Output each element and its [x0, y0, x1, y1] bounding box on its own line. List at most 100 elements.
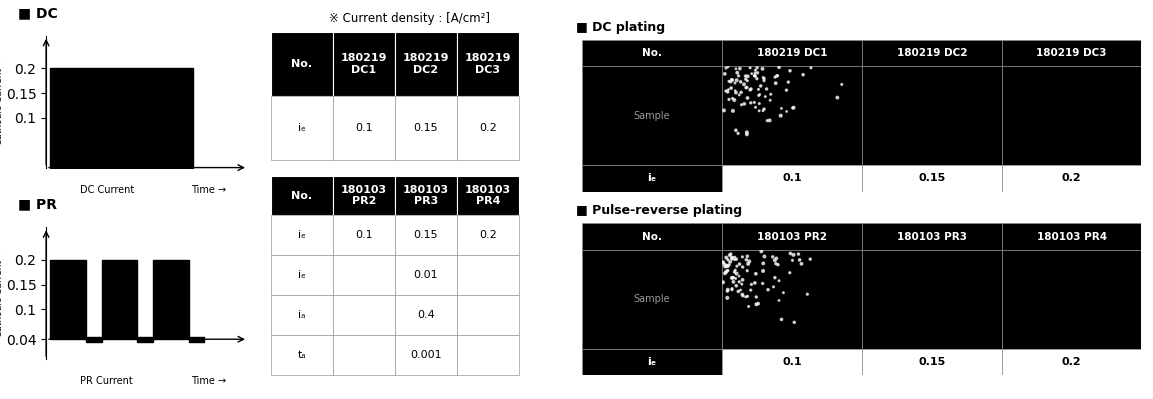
Bar [582, 40, 722, 66]
Point [730, 279, 748, 285]
Point [723, 254, 741, 260]
Point [784, 105, 802, 111]
Point [766, 275, 784, 281]
Bar [862, 349, 1002, 375]
Text: iₑ: iₑ [648, 357, 657, 367]
Point [741, 100, 760, 106]
Text: 0.2: 0.2 [478, 122, 497, 133]
Text: ■ DC: ■ DC [18, 6, 58, 20]
Bar [1002, 349, 1141, 375]
Point [717, 65, 736, 71]
Bar [722, 66, 861, 165]
Bar [457, 32, 519, 96]
Text: No.: No. [642, 232, 662, 242]
Point [748, 69, 767, 76]
Point [730, 273, 748, 279]
Bar [722, 349, 861, 375]
Text: No.: No. [292, 59, 312, 69]
Point [729, 130, 747, 136]
Point [741, 87, 760, 93]
Text: 0.01: 0.01 [414, 270, 438, 280]
Text: 180219 DC2: 180219 DC2 [897, 48, 967, 58]
Text: 180219
DC1: 180219 DC1 [340, 53, 387, 75]
Text: Sample: Sample [634, 111, 671, 121]
Bar [333, 335, 394, 375]
Point [723, 255, 741, 261]
Point [723, 286, 741, 293]
Bar [1002, 40, 1141, 66]
Point [785, 319, 804, 326]
Point [766, 257, 784, 263]
Point [725, 269, 744, 275]
Point [747, 271, 766, 277]
Point [791, 257, 809, 263]
Point [770, 278, 789, 284]
Text: ※ Current density : [A/cm²]: ※ Current density : [A/cm²] [329, 12, 490, 25]
Text: Time →: Time → [191, 376, 226, 386]
Point [784, 252, 802, 258]
Point [753, 280, 771, 286]
Point [721, 252, 739, 259]
Text: tₐ: tₐ [297, 350, 307, 360]
Text: 0.4: 0.4 [417, 310, 435, 320]
Point [719, 86, 738, 93]
Point [722, 76, 740, 83]
Point [729, 288, 747, 294]
Text: 180103 PR4: 180103 PR4 [1037, 232, 1107, 242]
Text: 0.001: 0.001 [410, 350, 442, 360]
Point [745, 73, 763, 79]
Point [725, 257, 744, 263]
Point [749, 300, 768, 307]
Point [723, 77, 741, 83]
Point [779, 79, 798, 85]
Point [769, 261, 787, 268]
Point [716, 270, 734, 277]
Point [731, 65, 749, 72]
Point [726, 89, 745, 96]
Bar [333, 32, 394, 96]
Point [746, 280, 764, 286]
Point [723, 285, 741, 292]
Point [738, 267, 756, 274]
Point [758, 117, 776, 124]
Bar [333, 96, 394, 160]
Point [756, 93, 775, 100]
Point [734, 81, 753, 87]
Point [728, 263, 746, 269]
Point [716, 71, 734, 77]
Point [715, 261, 733, 267]
Point [747, 294, 766, 300]
Point [725, 97, 744, 103]
Point [755, 75, 774, 82]
Bar [394, 96, 457, 160]
Point [764, 284, 783, 290]
Point [728, 256, 746, 262]
Point [746, 73, 764, 79]
Point [723, 256, 741, 262]
Point [741, 86, 760, 92]
Bar [1002, 223, 1141, 250]
Point [716, 264, 734, 270]
Bar [582, 66, 722, 165]
Point [755, 106, 774, 112]
Point [738, 95, 756, 101]
Bar [862, 66, 1002, 165]
Point [746, 67, 764, 73]
Bar [722, 165, 861, 192]
Text: ■ DC plating: ■ DC plating [576, 21, 665, 34]
Point [737, 294, 755, 300]
Text: 0.1: 0.1 [355, 230, 372, 241]
Text: 0.1: 0.1 [782, 173, 801, 183]
Text: iₑ: iₑ [648, 173, 657, 183]
Point [771, 113, 790, 119]
Point [726, 87, 745, 94]
Point [763, 254, 782, 260]
Bar [271, 215, 333, 255]
Point [730, 261, 748, 267]
Point [738, 293, 756, 300]
Text: DC Current: DC Current [80, 185, 134, 195]
Point [722, 78, 740, 85]
Point [719, 96, 738, 103]
Point [714, 259, 732, 265]
Point [738, 73, 756, 79]
